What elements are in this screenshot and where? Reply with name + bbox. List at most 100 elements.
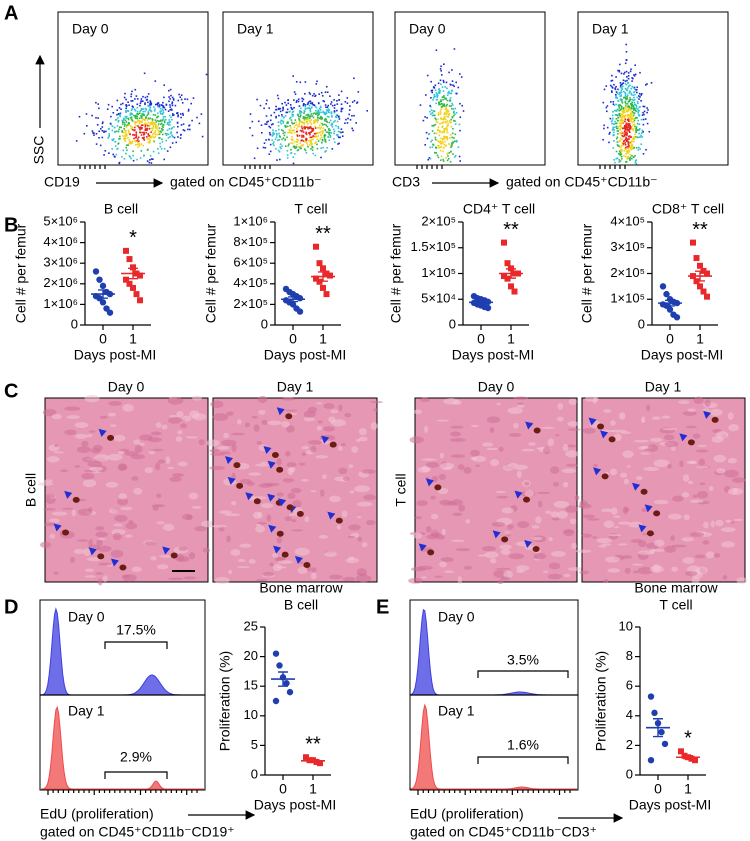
flow-dot — [443, 116, 445, 119]
flow-dot — [462, 110, 465, 112]
flow-dot — [349, 105, 351, 107]
flow-dot — [616, 157, 619, 159]
data-point — [313, 275, 319, 282]
tissue-texture — [84, 394, 100, 403]
flow-dot — [330, 101, 333, 103]
flow-dot — [440, 99, 442, 101]
flow-dot — [96, 124, 99, 126]
tissue-texture — [663, 434, 675, 441]
flow-dot — [103, 131, 105, 133]
tissue-texture — [192, 395, 202, 401]
flow-dot — [171, 96, 174, 99]
flow-dot — [305, 131, 308, 134]
flow-dot — [450, 105, 452, 107]
tissue-texture — [681, 537, 695, 542]
flow-dot — [620, 149, 622, 151]
tissue-texture — [338, 445, 343, 451]
flow-dot — [437, 156, 440, 159]
flow-dot — [149, 102, 151, 105]
flow-dot — [630, 87, 632, 90]
flow-dot — [177, 125, 179, 128]
flow-dot — [300, 110, 303, 113]
flow-dot — [316, 114, 319, 117]
flow-dot — [615, 95, 617, 98]
flow-dot — [154, 130, 157, 132]
flow-dot — [340, 103, 343, 105]
flow-dot — [620, 153, 623, 155]
stained-cell — [427, 549, 435, 556]
flow-dot — [633, 91, 635, 94]
flow-dot — [286, 157, 289, 159]
flow-dot — [155, 127, 157, 129]
flow-dot — [137, 125, 139, 127]
flow-dot — [624, 108, 627, 110]
tissue-texture — [495, 567, 511, 570]
flow-dot — [123, 127, 125, 130]
flow-dot — [606, 105, 609, 107]
flow-dot — [619, 127, 622, 130]
flow-dot — [275, 115, 277, 118]
flow-dot — [111, 105, 113, 108]
tissue-texture — [691, 576, 700, 584]
tissue-texture — [134, 444, 143, 453]
flow-dot — [120, 103, 122, 106]
tissue-texture — [191, 505, 202, 509]
flow-dot — [613, 159, 615, 161]
flow-dot — [268, 107, 270, 109]
flow-dot — [627, 116, 630, 119]
tissue-texture — [626, 465, 631, 468]
tissue-texture — [53, 451, 64, 454]
axis-label: CD3 — [392, 174, 420, 190]
flow-dot — [183, 129, 186, 132]
tissue-texture — [424, 425, 429, 433]
data-point — [647, 693, 655, 700]
flow-dot — [314, 105, 316, 108]
flow-dot — [609, 117, 612, 120]
flow-dot — [279, 158, 281, 161]
tissue-texture — [277, 560, 294, 564]
flow-dot — [328, 139, 331, 142]
flow-dot — [439, 146, 441, 149]
flow-dot — [128, 104, 130, 106]
flow-dot — [301, 120, 303, 123]
flow-dot — [171, 102, 173, 105]
flow-dot — [621, 132, 624, 134]
flow-dot — [305, 126, 307, 128]
data-point — [317, 760, 323, 767]
stained-cell — [501, 536, 509, 543]
flow-dot — [200, 113, 203, 115]
x-tick-label: 0 — [289, 331, 297, 347]
flow-dot — [632, 137, 634, 140]
tissue-texture — [148, 448, 164, 452]
tissue-texture — [553, 500, 570, 509]
tissue-texture — [307, 440, 323, 445]
flow-dot — [632, 77, 634, 80]
tissue-texture — [224, 513, 241, 517]
flow-dot — [118, 107, 121, 109]
flow-dot — [311, 149, 314, 151]
flow-dot — [290, 142, 292, 144]
flow-dot — [627, 143, 630, 145]
flow-dot — [626, 138, 628, 141]
tissue-texture — [70, 556, 75, 564]
flow-dot — [616, 127, 619, 130]
flow-dot — [619, 99, 622, 101]
tissue-texture — [499, 544, 512, 550]
flow-dot — [445, 144, 447, 147]
flow-dot — [630, 118, 633, 120]
tissue-texture — [324, 551, 337, 557]
flow-dot — [608, 141, 610, 144]
flow-dot — [111, 125, 114, 127]
x-tick-label: 1 — [684, 781, 692, 797]
flow-dot — [275, 116, 277, 119]
flow-dot — [265, 139, 267, 141]
flow-dot — [624, 144, 627, 146]
flow-dot — [140, 109, 142, 112]
flow-dot — [444, 97, 446, 100]
flow-dot — [333, 132, 335, 135]
flow-dot — [309, 126, 311, 128]
flow-dot — [265, 123, 268, 125]
tissue-texture — [501, 507, 514, 514]
tissue-texture — [206, 439, 220, 447]
flow-dot — [201, 135, 204, 138]
